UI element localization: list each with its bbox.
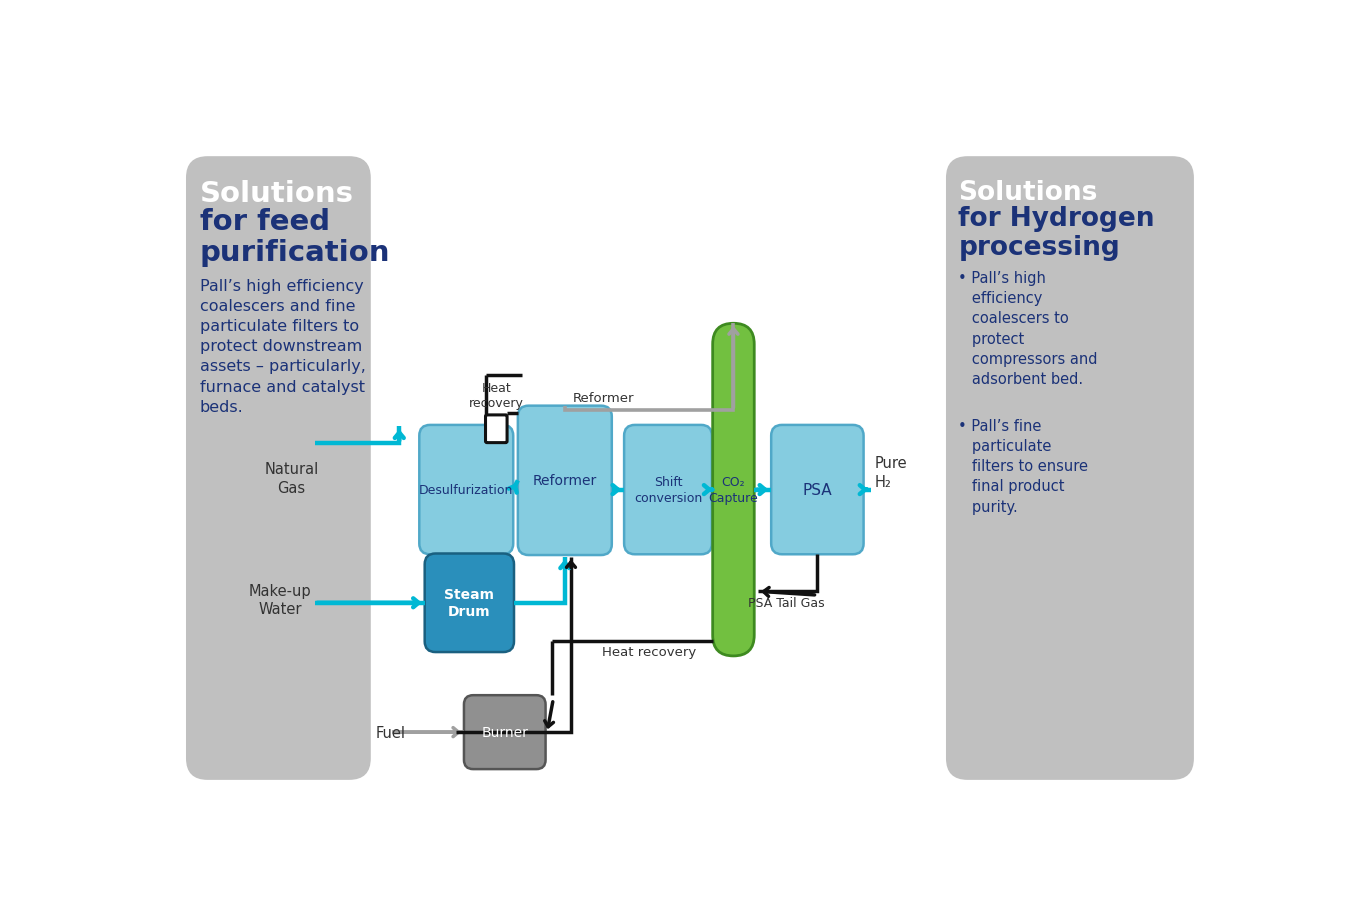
FancyBboxPatch shape bbox=[425, 554, 514, 652]
Text: • Pall’s fine
   particulate
   filters to ensure
   final product
   purity.: • Pall’s fine particulate filters to ens… bbox=[958, 418, 1088, 514]
Text: • Pall’s high
   efficiency
   coalescers to
   protect
   compressors and
   ad: • Pall’s high efficiency coalescers to p… bbox=[958, 271, 1098, 386]
Text: Steam
Drum: Steam Drum bbox=[444, 588, 494, 619]
Text: Pure
H₂: Pure H₂ bbox=[875, 456, 907, 489]
Text: CO₂
Capture: CO₂ Capture bbox=[709, 476, 759, 505]
FancyBboxPatch shape bbox=[946, 157, 1193, 780]
Text: PSA: PSA bbox=[802, 483, 832, 497]
Text: Heat recovery: Heat recovery bbox=[602, 645, 697, 659]
Text: PSA Tail Gas: PSA Tail Gas bbox=[748, 596, 824, 609]
FancyBboxPatch shape bbox=[518, 406, 612, 556]
FancyBboxPatch shape bbox=[771, 425, 864, 555]
FancyBboxPatch shape bbox=[420, 425, 513, 555]
Text: Desulfurization: Desulfurization bbox=[418, 484, 513, 496]
Text: Make-up
Water: Make-up Water bbox=[248, 583, 312, 617]
Text: Burner: Burner bbox=[482, 725, 528, 740]
FancyBboxPatch shape bbox=[486, 415, 508, 443]
Text: Reformer: Reformer bbox=[572, 392, 634, 404]
Text: Pall’s high efficiency
coalescers and fine
particulate filters to
protect downst: Pall’s high efficiency coalescers and fi… bbox=[200, 279, 366, 415]
Text: Shift
conversion: Shift conversion bbox=[634, 476, 702, 505]
Text: for Hydrogen
processing: for Hydrogen processing bbox=[958, 206, 1154, 261]
Text: Heat
recovery: Heat recovery bbox=[468, 382, 524, 409]
Text: Natural
Gas: Natural Gas bbox=[265, 462, 319, 496]
FancyBboxPatch shape bbox=[464, 695, 545, 769]
Text: Fuel: Fuel bbox=[375, 725, 405, 740]
Text: Solutions: Solutions bbox=[958, 180, 1098, 206]
Text: Reformer: Reformer bbox=[533, 474, 597, 487]
Text: Solutions: Solutions bbox=[200, 180, 354, 208]
FancyBboxPatch shape bbox=[713, 324, 755, 656]
Text: for feed
purification: for feed purification bbox=[200, 208, 390, 267]
FancyBboxPatch shape bbox=[624, 425, 711, 555]
FancyBboxPatch shape bbox=[186, 157, 371, 780]
